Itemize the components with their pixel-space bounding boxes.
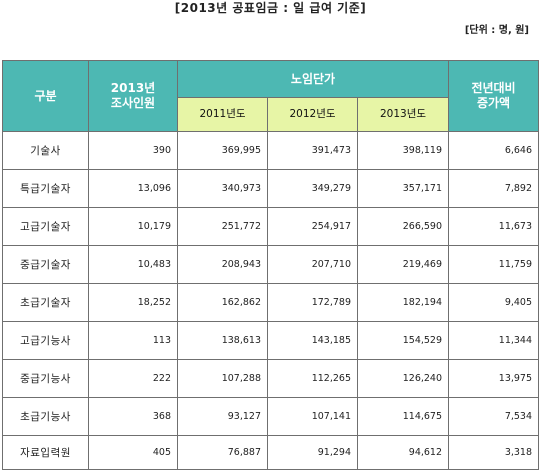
row-category: 특급기술자: [2, 169, 89, 208]
row-wage-2012: 112,265: [267, 359, 358, 398]
row-wage-2013: 154,529: [356, 321, 450, 360]
row-increase: 13,975: [448, 359, 540, 398]
row-wage-2013: 114,675: [356, 397, 450, 436]
row-survey-count: 405: [88, 435, 178, 470]
table-row: 고급기능사 113 138,613 143,185 154,529 11,344: [2, 321, 540, 360]
row-wage-2012: 143,185: [267, 321, 358, 360]
row-survey-count: 10,483: [88, 245, 178, 284]
row-wage-2011: 93,127: [177, 397, 268, 436]
table-row: 특급기술자 13,096 340,973 349,279 357,171 7,892: [2, 169, 540, 208]
document-title: [2013년 공표임금 : 일 급여 기준]: [174, 1, 367, 15]
row-increase: 6,646: [448, 131, 540, 170]
row-increase: 11,344: [448, 321, 540, 360]
row-category: 기술사: [2, 131, 89, 170]
row-survey-count: 113: [88, 321, 178, 360]
row-wage-2012: 91,294: [267, 435, 358, 470]
row-wage-2011: 340,973: [177, 169, 268, 208]
table-row: 중급기술자 10,483 208,943 207,710 219,469 11,759: [2, 245, 540, 284]
header-category: 구분: [2, 60, 89, 132]
header-survey: 2013년 조사인원: [88, 60, 178, 132]
header-wage-group: 노임단가: [176, 60, 450, 98]
row-wage-2011: 107,288: [177, 359, 268, 398]
row-wage-2013: 357,171: [356, 169, 450, 208]
row-category: 자료입력원: [2, 435, 89, 470]
row-wage-2012: 107,141: [267, 397, 358, 436]
row-wage-2012: 391,473: [267, 131, 358, 170]
table-row: 자료입력원 405 76,887 91,294 94,612 3,318: [2, 435, 540, 470]
table-row: 중급기능사 222 107,288 112,265 126,240 13,975: [2, 359, 540, 398]
row-increase: 3,318: [448, 435, 540, 470]
row-survey-count: 368: [88, 397, 178, 436]
table-body: 기술사 390 369,995 391,473 398,119 6,646 특급기술자 13,…: [2, 131, 540, 470]
row-wage-2012: 207,710: [267, 245, 358, 284]
row-wage-2011: 138,613: [177, 321, 268, 360]
row-wage-2013: 398,119: [356, 131, 450, 170]
row-wage-2011: 369,995: [177, 131, 268, 170]
row-category: 중급기술자: [2, 245, 89, 284]
row-category: 초급기능사: [2, 397, 89, 436]
row-survey-count: 13,096: [88, 169, 178, 208]
table-row: 고급기술자 10,179 251,772 254,917 266,590 11,673: [2, 207, 540, 246]
row-wage-2013: 219,469: [356, 245, 450, 284]
row-category: 초급기술자: [2, 283, 89, 322]
row-wage-2011: 251,772: [177, 207, 268, 246]
header-year-2013: 2013년도: [356, 97, 450, 132]
row-wage-2013: 182,194: [356, 283, 450, 322]
row-increase: 11,759: [448, 245, 540, 284]
table-row: 초급기능사 368 93,127 107,141 114,675 7,534: [2, 397, 540, 436]
row-wage-2012: 254,917: [267, 207, 358, 246]
row-wage-2013: 126,240: [356, 359, 450, 398]
row-category: 고급기능사: [2, 321, 89, 360]
header-increase: 전년대비 증가액: [448, 60, 540, 132]
header-year-2012: 2012년도: [267, 97, 358, 132]
header-year-2011: 2011년도: [177, 97, 268, 132]
row-increase: 7,892: [448, 169, 540, 208]
wage-table: 구분 2013년 조사인원 노임단가 전년대비 증가액 2011년도 2012년…: [2, 60, 540, 470]
row-survey-count: 10,179: [88, 207, 178, 246]
row-survey-count: 222: [88, 359, 178, 398]
row-survey-count: 390: [88, 131, 178, 170]
row-wage-2011: 76,887: [177, 435, 268, 470]
table-row: 초급기술자 18,252 162,862 172,789 182,194 9,405: [2, 283, 540, 322]
row-increase: 9,405: [448, 283, 540, 322]
row-wage-2012: 349,279: [267, 169, 358, 208]
row-survey-count: 18,252: [88, 283, 178, 322]
row-increase: 11,673: [448, 207, 540, 246]
row-category: 고급기술자: [2, 207, 89, 246]
row-wage-2013: 266,590: [356, 207, 450, 246]
row-wage-2011: 162,862: [177, 283, 268, 322]
row-wage-2011: 208,943: [177, 245, 268, 284]
row-wage-2012: 172,789: [267, 283, 358, 322]
table-row: 기술사 390 369,995 391,473 398,119 6,646: [2, 131, 540, 170]
row-wage-2013: 94,612: [356, 435, 450, 470]
unit-label: [단위 : 명, 원]: [464, 25, 529, 36]
row-increase: 7,534: [448, 397, 540, 436]
row-category: 중급기능사: [2, 359, 89, 398]
